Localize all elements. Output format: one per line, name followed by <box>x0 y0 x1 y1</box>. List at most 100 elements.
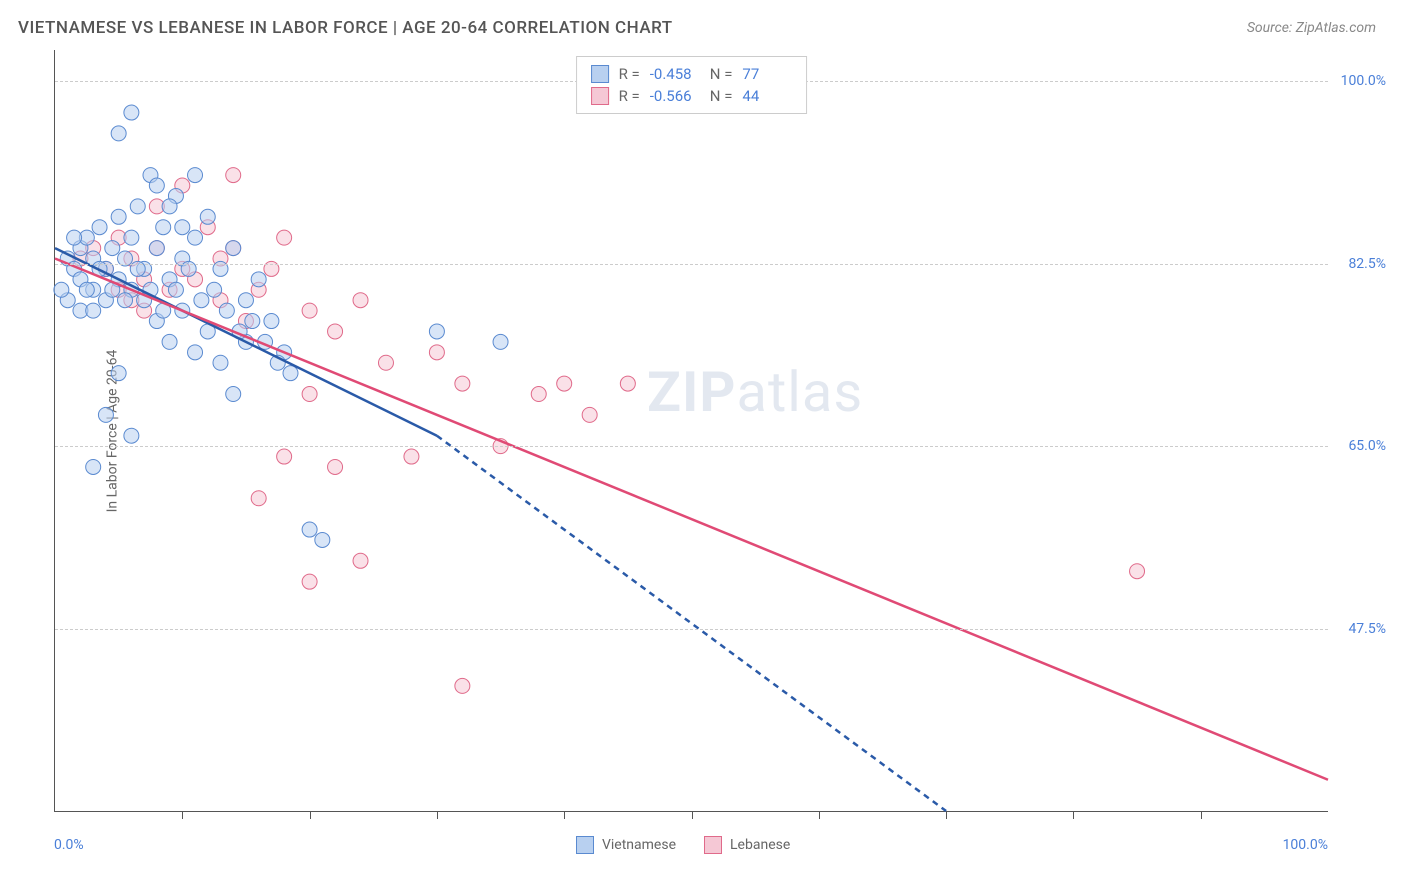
stat-r-label: R = <box>619 65 640 83</box>
data-point <box>328 324 343 339</box>
data-point <box>188 230 203 245</box>
data-point <box>238 293 253 308</box>
data-point <box>162 199 177 214</box>
chart-area: In Labor Force | Age 20-64 R = -0.458 N … <box>18 50 1388 872</box>
gridline <box>55 446 1328 447</box>
data-point <box>86 303 101 318</box>
gridline <box>55 264 1328 265</box>
data-point <box>86 459 101 474</box>
data-point <box>156 220 171 235</box>
x-tick <box>182 811 183 819</box>
x-tick <box>1201 811 1202 819</box>
y-tick-label: 100.0% <box>1341 73 1386 89</box>
data-point <box>226 241 241 256</box>
data-point <box>219 303 234 318</box>
chart-title: VIETNAMESE VS LEBANESE IN LABOR FORCE | … <box>18 18 673 38</box>
data-point <box>168 282 183 297</box>
x-axis-row: 0.0% Vietnamese Lebanese 100.0% <box>54 836 1328 854</box>
stat-r-vietnamese: -0.458 <box>650 65 700 83</box>
data-point <box>149 241 164 256</box>
data-point <box>404 449 419 464</box>
data-point <box>92 220 107 235</box>
stat-n-label: N = <box>710 87 733 105</box>
legend-label: Lebanese <box>730 837 790 853</box>
data-point <box>162 334 177 349</box>
data-point <box>353 553 368 568</box>
y-tick-label: 47.5% <box>1348 621 1386 637</box>
data-point <box>315 532 330 547</box>
data-point <box>124 428 139 443</box>
data-point <box>1130 564 1145 579</box>
plot-region: In Labor Force | Age 20-64 R = -0.458 N … <box>54 50 1328 812</box>
stats-row-lebanese: R = -0.566 N = 44 <box>591 85 793 107</box>
data-point <box>557 376 572 391</box>
x-tick <box>819 811 820 819</box>
data-point <box>378 355 393 370</box>
data-point <box>124 105 139 120</box>
data-point <box>251 491 266 506</box>
y-tick-label: 82.5% <box>1348 256 1386 272</box>
stat-n-vietnamese: 77 <box>742 65 792 83</box>
stat-n-label: N = <box>710 65 733 83</box>
data-point <box>531 387 546 402</box>
legend-item-vietnamese: Vietnamese <box>576 836 676 854</box>
data-point <box>302 303 317 318</box>
data-point <box>54 282 69 297</box>
stat-r-label: R = <box>619 87 640 105</box>
data-point <box>264 314 279 329</box>
data-point <box>175 220 190 235</box>
stat-r-lebanese: -0.566 <box>650 87 700 105</box>
data-point <box>124 230 139 245</box>
data-point <box>79 282 94 297</box>
data-point <box>302 522 317 537</box>
swatch-lebanese-icon <box>704 836 722 854</box>
data-point <box>455 376 470 391</box>
data-point <box>582 407 597 422</box>
data-point <box>188 168 203 183</box>
data-point <box>429 324 444 339</box>
legend-label: Vietnamese <box>602 837 676 853</box>
data-point <box>455 678 470 693</box>
data-point <box>277 230 292 245</box>
data-point <box>226 168 241 183</box>
data-point <box>302 574 317 589</box>
source-label: Source: ZipAtlas.com <box>1247 20 1376 36</box>
stat-n-lebanese: 44 <box>742 87 792 105</box>
data-point <box>620 376 635 391</box>
data-point <box>251 272 266 287</box>
x-tick <box>310 811 311 819</box>
series-legend: Vietnamese Lebanese <box>576 836 790 854</box>
stats-row-vietnamese: R = -0.458 N = 77 <box>591 63 793 85</box>
data-point <box>353 293 368 308</box>
gridline <box>55 629 1328 630</box>
data-point <box>130 199 145 214</box>
data-point <box>194 293 209 308</box>
y-tick-label: 65.0% <box>1348 438 1386 454</box>
data-point <box>213 355 228 370</box>
data-point <box>98 407 113 422</box>
data-point <box>200 209 215 224</box>
x-axis-max: 100.0% <box>1283 837 1328 853</box>
data-point <box>328 459 343 474</box>
swatch-lebanese-icon <box>591 87 609 105</box>
swatch-vietnamese-icon <box>591 65 609 83</box>
data-point <box>105 241 120 256</box>
trend-line <box>437 436 946 811</box>
x-tick <box>437 811 438 819</box>
data-point <box>283 366 298 381</box>
data-point <box>277 449 292 464</box>
plot-svg <box>55 50 1328 811</box>
data-point <box>226 387 241 402</box>
x-tick <box>946 811 947 819</box>
x-tick <box>564 811 565 819</box>
data-point <box>67 230 82 245</box>
data-point <box>429 345 444 360</box>
data-point <box>111 366 126 381</box>
data-point <box>302 387 317 402</box>
x-tick <box>1073 811 1074 819</box>
data-point <box>493 334 508 349</box>
x-axis-min: 0.0% <box>54 837 84 853</box>
data-point <box>149 178 164 193</box>
data-point <box>207 282 222 297</box>
data-point <box>111 126 126 141</box>
